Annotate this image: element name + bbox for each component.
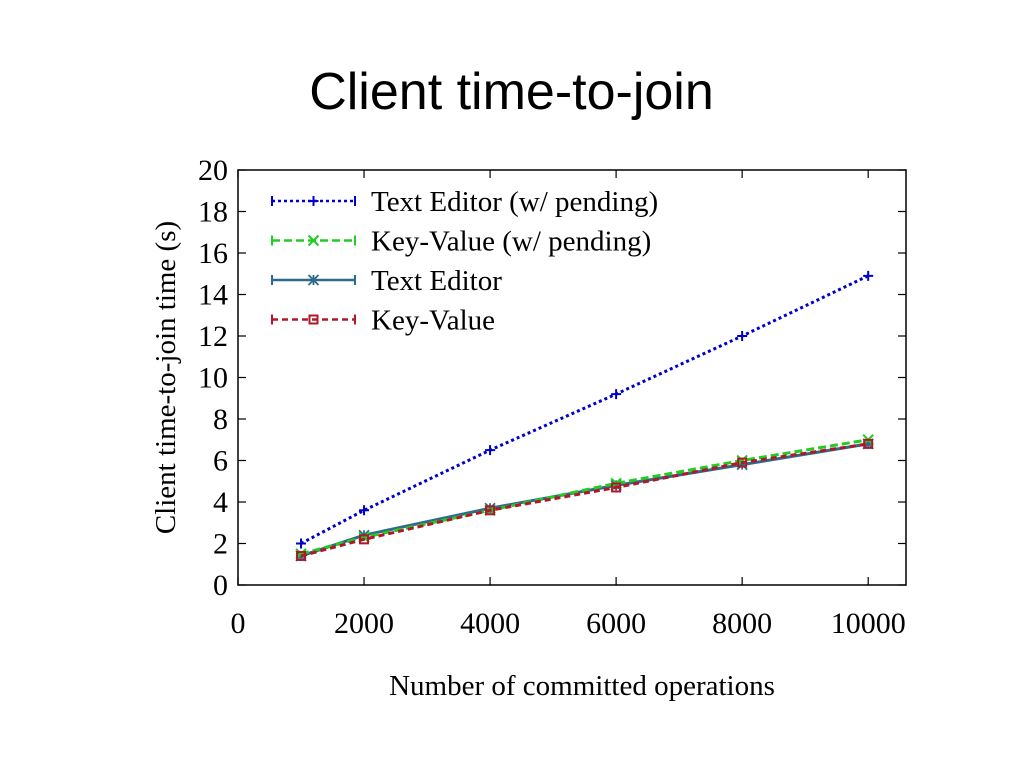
data-point: [862, 438, 874, 450]
y-tick-label: 4: [213, 486, 228, 519]
axes: 0 2 4 6 8 10 12 14 16 18 20 0 2000 4000 6000 8000 10000 N…: [150, 154, 907, 702]
x-tick-label: 0: [231, 607, 246, 640]
legend-label: Text Editor: [371, 265, 502, 297]
data-point: [863, 438, 874, 449]
series-3: [296, 438, 874, 561]
y-tick-label: 8: [213, 403, 228, 436]
data-point: [611, 389, 622, 400]
data-point: [485, 445, 496, 456]
data-point: [359, 505, 370, 516]
data-point: [736, 459, 748, 471]
series-line: [300, 442, 869, 558]
data-point: [359, 534, 370, 545]
series-line: [300, 442, 869, 558]
x-tick-label: 8000: [712, 607, 772, 640]
x-tick-label: 4000: [460, 607, 520, 640]
y-tick-label: 18: [198, 196, 228, 229]
legend-marker: [307, 274, 320, 286]
data-point: [737, 331, 748, 341]
legend-entry: Text Editor: [271, 265, 502, 297]
legend-entry: Key-Value: [271, 305, 495, 337]
data-point: [296, 538, 307, 549]
y-axis-label: Client time-to-join time (s): [150, 221, 182, 534]
legend-label: Key-Value: [371, 305, 495, 337]
data-point: [737, 457, 748, 468]
legend: Text Editor (w/ pending) Key-Value (w/ pe…: [271, 186, 658, 337]
data-point: [611, 482, 622, 493]
y-tick-label: 0: [213, 569, 228, 602]
y-tick-label: 14: [198, 279, 228, 312]
legend-marker: [307, 234, 320, 247]
legend-label: Key-Value (w/ pending): [371, 226, 651, 258]
data-point: [485, 505, 496, 516]
y-tick-label: 16: [198, 237, 228, 270]
x-axis-label: Number of committed operations: [389, 670, 775, 702]
series-1: [295, 434, 874, 560]
data-point: [484, 502, 496, 514]
series-line: [300, 274, 869, 545]
legend-marker: [308, 196, 319, 206]
slide-title: Client time-to-join: [309, 63, 714, 121]
y-tick-label: 20: [198, 154, 228, 187]
legend-label: Text Editor (w/ pending): [371, 186, 658, 218]
data-point: [296, 550, 307, 561]
x-tick-label: 10000: [831, 607, 906, 640]
x-tick-label: 6000: [586, 607, 646, 640]
legend-entry: Key-Value (w/ pending): [271, 226, 651, 258]
y-tick-label: 12: [198, 320, 228, 353]
series-line: [300, 438, 869, 556]
y-tick-label: 6: [213, 445, 228, 478]
data-point: [863, 270, 874, 281]
legend-entry: Text Editor (w/ pending): [271, 186, 658, 218]
series-group: [295, 270, 874, 562]
y-tick-label: 2: [213, 528, 228, 561]
x-tick-label: 2000: [334, 607, 394, 640]
series-0: [296, 270, 874, 549]
data-point: [610, 479, 622, 492]
legend-marker: [308, 314, 319, 325]
y-tick-label: 10: [198, 362, 228, 395]
